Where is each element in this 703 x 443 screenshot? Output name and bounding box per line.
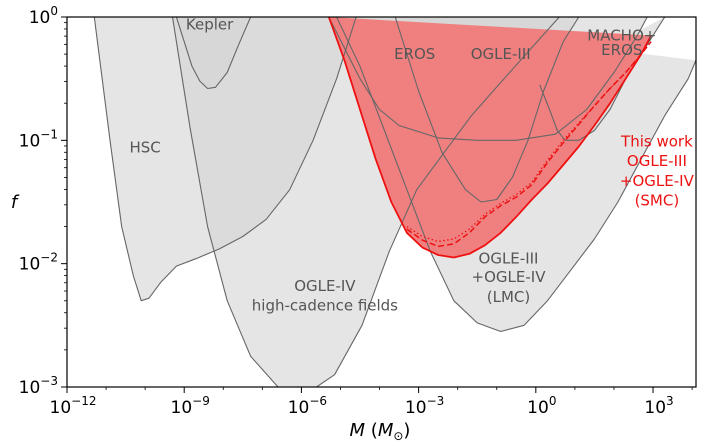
y-axis-label: f bbox=[11, 192, 20, 213]
annotation-high-cadence-fields: high-cadence fields bbox=[252, 297, 398, 315]
annotation-ogle-iii: OGLE-III bbox=[627, 152, 687, 170]
annotation-hsc: HSC bbox=[129, 139, 160, 157]
curve-red-variant-9 bbox=[406, 41, 652, 243]
annotation-macho: MACHO+ bbox=[587, 26, 656, 44]
annotation-ogle-iv: OGLE-IV bbox=[294, 277, 356, 295]
annotation-ogle-iii: OGLE-III bbox=[479, 250, 539, 268]
y-tick-label: 10−2 bbox=[19, 251, 58, 275]
x-tick-label: 10−12 bbox=[50, 394, 97, 418]
annotation-ogle-iii: OGLE-III bbox=[471, 45, 531, 63]
curve-kepler bbox=[175, 17, 252, 90]
annotation-smc: (SMC) bbox=[635, 192, 680, 210]
curve-eros bbox=[328, 17, 648, 141]
curve-ogle-iii bbox=[394, 17, 580, 203]
x-tick-label: 103 bbox=[644, 394, 673, 418]
y-tick-label: 10−3 bbox=[19, 374, 58, 398]
annotation-eros: EROS bbox=[394, 45, 435, 63]
annotation-ogle-iv: +OGLE-IV bbox=[620, 172, 695, 190]
x-tick-label: 100 bbox=[527, 394, 556, 418]
x-tick-label: 10−9 bbox=[171, 394, 210, 418]
plot-frame bbox=[66, 16, 697, 388]
y-tick-label: 10−1 bbox=[19, 127, 58, 151]
annotation-kepler: Kepler bbox=[186, 15, 234, 33]
x-tick-label: 10−3 bbox=[405, 394, 444, 418]
annotation-lmc: (LMC) bbox=[487, 288, 530, 306]
annotation-ogle-iv: +OGLE-IV bbox=[472, 268, 547, 286]
y-tick-label: 100 bbox=[29, 4, 58, 28]
annotation-eros: EROS bbox=[601, 41, 642, 59]
curve-ogle-iii-ogle-iv-lmc bbox=[336, 17, 696, 333]
curve-this-work-ogle-iii-ogle-iv-smc bbox=[327, 17, 652, 259]
x-tick-label: 10−6 bbox=[288, 394, 327, 418]
curve-ogle-iv-high-cadence-fields bbox=[171, 17, 560, 387]
x-axis-label: M (M⊙) bbox=[350, 420, 411, 443]
tick-layer: 10−12 10−9 10−6 10−3 100 103 10−3 10−2 10−1 100 bbox=[19, 4, 693, 418]
curve-layer bbox=[93, 17, 696, 387]
curve-hsc bbox=[93, 17, 357, 302]
annotation-this-work: This work bbox=[620, 133, 693, 151]
